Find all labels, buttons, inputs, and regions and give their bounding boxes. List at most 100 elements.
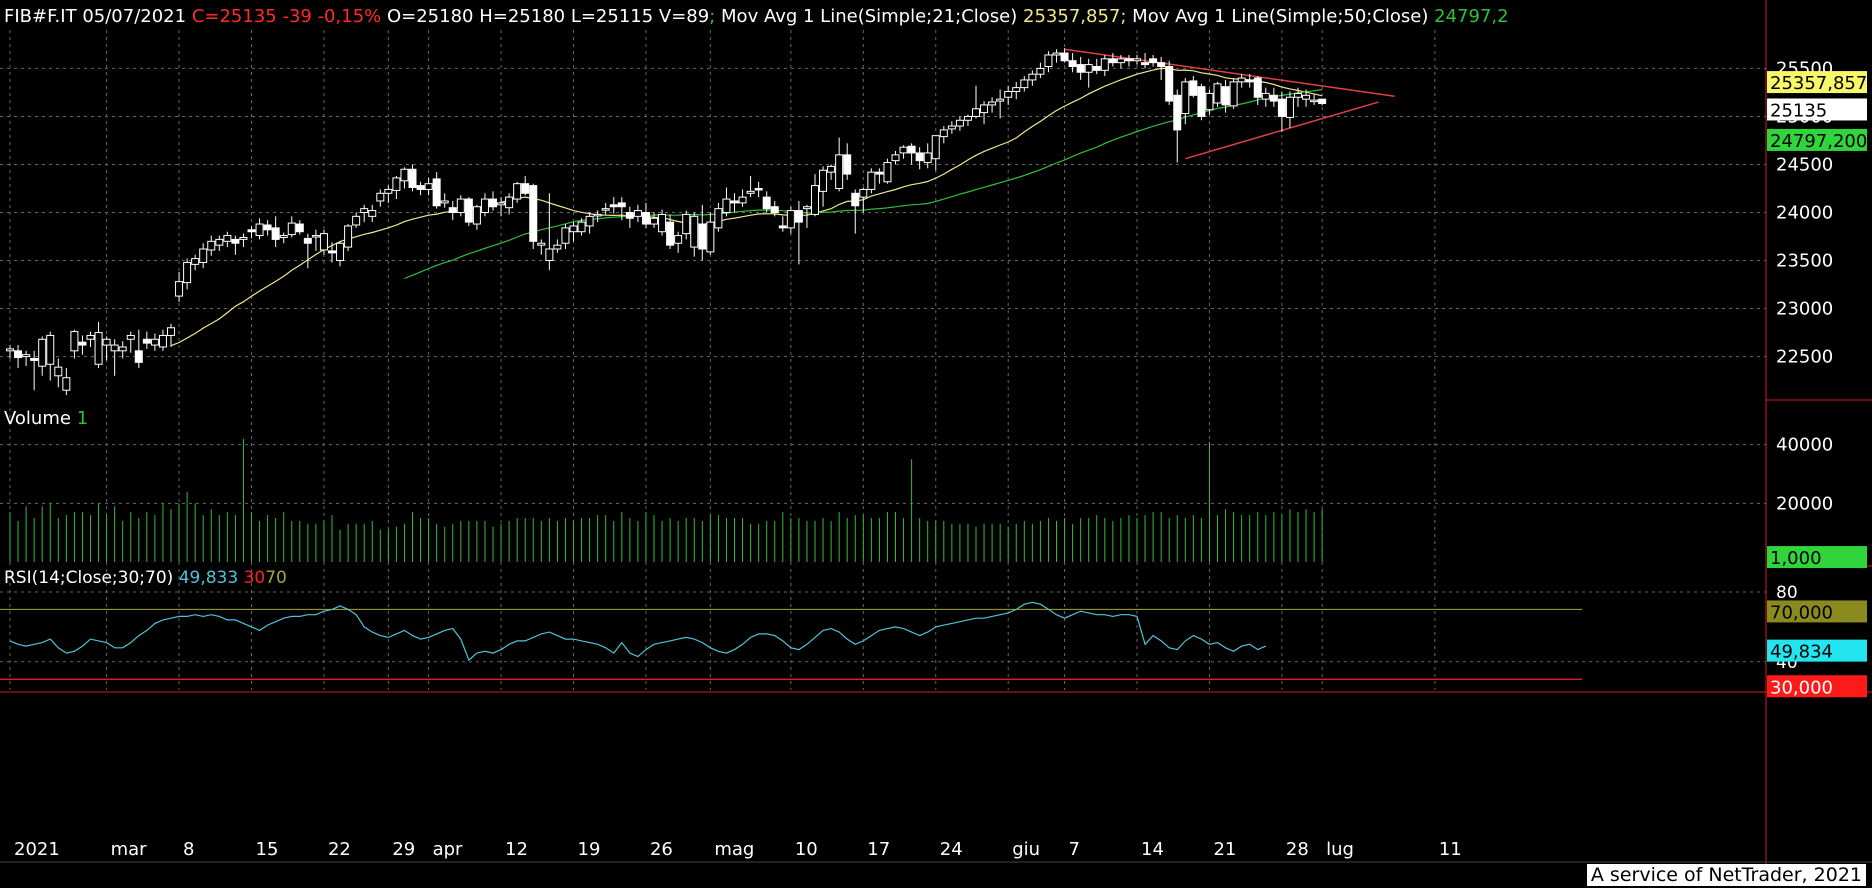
candle-body bbox=[1076, 64, 1085, 73]
candle-body bbox=[271, 227, 280, 240]
rsi-value-box: 49,834 bbox=[1770, 642, 1833, 663]
x-tick-label: 10 bbox=[795, 839, 818, 860]
candle-body bbox=[722, 198, 731, 213]
candle-body bbox=[336, 242, 345, 262]
candle-body bbox=[1221, 86, 1230, 106]
candle-body bbox=[1116, 58, 1125, 64]
candle-body bbox=[1277, 98, 1286, 117]
candle-body bbox=[480, 198, 489, 213]
volume-value: 1 bbox=[76, 408, 89, 429]
candle-body bbox=[786, 210, 795, 229]
candle-body bbox=[70, 331, 79, 352]
price-tick-label: 23000 bbox=[1776, 299, 1833, 320]
candle-body bbox=[311, 235, 320, 238]
candle-body bbox=[1149, 58, 1158, 64]
ma50-value: 24797,2 bbox=[1434, 6, 1509, 27]
credit-label: A service of NetTrader, 2021 bbox=[1586, 864, 1866, 886]
candle-body bbox=[38, 338, 47, 367]
candle-body bbox=[1173, 94, 1182, 131]
candle-body bbox=[1068, 60, 1077, 68]
candle-body bbox=[456, 198, 465, 213]
candle-body bbox=[625, 212, 634, 219]
volume-value-box: 1,000 bbox=[1770, 548, 1822, 569]
candle-body bbox=[1092, 66, 1101, 71]
candle-body bbox=[545, 248, 554, 262]
candle-body bbox=[102, 338, 111, 346]
candle-body bbox=[963, 115, 972, 121]
candle-body bbox=[1004, 90, 1013, 98]
x-tick-label: 29 bbox=[392, 839, 415, 860]
candle-body bbox=[1245, 79, 1254, 83]
candle-body bbox=[400, 168, 409, 182]
candle-body bbox=[392, 177, 401, 191]
candle-body bbox=[464, 198, 473, 223]
candle-body bbox=[907, 145, 916, 154]
volume-header: Volume 1 bbox=[4, 408, 88, 429]
x-tick-label: mag bbox=[714, 839, 754, 860]
candle-body bbox=[1044, 54, 1053, 67]
candle-body bbox=[513, 183, 522, 200]
candle-body bbox=[811, 185, 819, 215]
x-tick-label: giu bbox=[1012, 839, 1040, 860]
candle-body bbox=[384, 188, 393, 194]
candle-body bbox=[1197, 86, 1206, 117]
candle-body bbox=[440, 200, 449, 204]
x-tick-label: 17 bbox=[867, 839, 890, 860]
candle-body bbox=[167, 327, 175, 336]
candle-body bbox=[730, 200, 739, 204]
x-tick-label: 26 bbox=[650, 839, 673, 860]
candle-body bbox=[368, 210, 377, 217]
rsi-70-box-bg bbox=[1767, 600, 1867, 623]
volume-value-box-bg bbox=[1767, 546, 1867, 569]
candle-body bbox=[682, 213, 691, 235]
candle-body bbox=[14, 350, 23, 359]
candle-body bbox=[110, 344, 119, 352]
price-header: FIB#F.IT 05/07/2021 C=25135 -39 -0,15% O… bbox=[4, 6, 1509, 27]
candle-body bbox=[980, 104, 989, 114]
candle-body bbox=[778, 225, 787, 229]
candle-body bbox=[794, 210, 803, 223]
candle-body bbox=[1133, 58, 1141, 62]
candle-body bbox=[690, 215, 699, 248]
ma50-value-box: 24797,200 bbox=[1770, 131, 1867, 152]
x-tick-label: 11 bbox=[1439, 839, 1462, 860]
candle-body bbox=[352, 215, 361, 226]
candle-body bbox=[207, 240, 216, 251]
last-price-box-bg bbox=[1767, 98, 1867, 121]
candle-body bbox=[891, 154, 900, 162]
candle-body bbox=[295, 223, 304, 233]
candle-body bbox=[1237, 77, 1246, 83]
candle-body bbox=[247, 229, 256, 233]
candle-body bbox=[86, 334, 95, 340]
candle-body bbox=[698, 223, 707, 250]
x-tick-label: 12 bbox=[505, 839, 528, 860]
candle-body bbox=[1141, 62, 1150, 66]
candle-body bbox=[843, 154, 852, 175]
ma21-label: Mov Avg 1 Line(Simple;21;Close) bbox=[721, 6, 1018, 27]
candle-body bbox=[762, 196, 771, 210]
candle-body bbox=[674, 235, 683, 244]
candle-body bbox=[1100, 58, 1109, 71]
candle-body bbox=[996, 98, 1005, 102]
price-tick-label: 24500 bbox=[1776, 154, 1833, 175]
x-tick-label: apr bbox=[433, 839, 463, 860]
candle-body bbox=[972, 108, 980, 117]
x-tick-label: 19 bbox=[578, 839, 601, 860]
rsi-low-level: 30 bbox=[243, 568, 266, 588]
candle-body bbox=[1294, 92, 1302, 98]
price-tick-label: 24000 bbox=[1776, 203, 1833, 224]
candle-body bbox=[939, 129, 948, 138]
x-tick-label: mar bbox=[111, 839, 148, 860]
candle-body bbox=[408, 168, 417, 189]
volume-tick-label: 20000 bbox=[1776, 493, 1833, 514]
candle-body bbox=[416, 185, 425, 190]
x-tick-label: 21 bbox=[1213, 839, 1236, 860]
candle-body bbox=[1310, 99, 1319, 103]
x-tick-label: 22 bbox=[328, 839, 351, 860]
candle-body bbox=[94, 332, 103, 365]
candle-body bbox=[1302, 94, 1311, 100]
volume-label: Volume bbox=[4, 408, 71, 429]
candle-body bbox=[658, 213, 667, 233]
candle-body bbox=[1165, 66, 1174, 102]
